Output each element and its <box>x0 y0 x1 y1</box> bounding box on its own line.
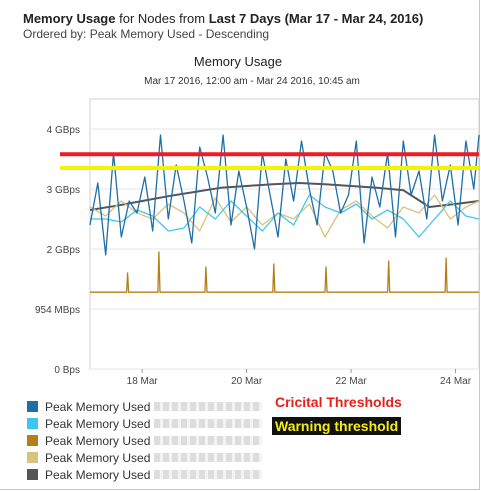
legend-label: Peak Memory Used <box>45 450 151 465</box>
legend-label: Peak Memory Used <box>45 433 151 448</box>
title-for: for Nodes from <box>119 11 206 26</box>
chart-subtitle: Mar 17 2016, 12:00 am - Mar 24 2016, 10:… <box>144 76 360 87</box>
series-line-0 <box>89 134 480 256</box>
y-tick-label: 0 Bps <box>54 365 80 376</box>
warning-threshold-annotation: Warning threshold <box>272 417 402 435</box>
redacted-node-name <box>154 402 263 411</box>
legend-swatch <box>27 452 38 463</box>
x-tick-label: 22 Mar <box>336 376 368 387</box>
x-tick-label: 18 Mar <box>127 376 159 387</box>
ordered-by: Ordered by: Peak Memory Used - Descendin… <box>23 27 270 41</box>
y-tick-label: 954 MBps <box>35 305 80 316</box>
legend: Peak Memory Used Peak Memory Used Peak Mem… <box>27 398 263 483</box>
legend-item[interactable]: Peak Memory Used <box>27 398 263 415</box>
redacted-node-name <box>154 436 263 445</box>
legend-item[interactable]: Peak Memory Used <box>27 415 263 432</box>
x-tick-label: 20 Mar <box>231 376 263 387</box>
redacted-node-name <box>154 419 263 428</box>
redacted-node-name <box>154 453 263 462</box>
series-line-3 <box>89 194 480 238</box>
legend-swatch <box>27 401 38 412</box>
report-header: Memory Usage for Nodes from Last 7 Days … <box>23 11 423 41</box>
series-line-1 <box>90 194 480 238</box>
title-metric: Memory Usage <box>23 11 116 26</box>
legend-item[interactable]: Peak Memory Used <box>27 449 263 466</box>
legend-label: Peak Memory Used <box>45 416 151 431</box>
plot-area <box>89 98 480 370</box>
y-tick-label: 4 GBps <box>47 125 80 136</box>
legend-item[interactable]: Peak Memory Used <box>27 432 263 449</box>
legend-swatch <box>27 435 38 446</box>
title-range: Last 7 Days (Mar 17 - Mar 24, 2016) <box>208 11 424 26</box>
legend-item[interactable]: Peak Memory Used <box>27 466 263 483</box>
legend-label: Peak Memory Used <box>45 467 151 482</box>
x-tick-label: 24 Mar <box>440 376 472 387</box>
report-title: Memory Usage for Nodes from Last 7 Days … <box>23 11 423 26</box>
legend-swatch <box>27 418 38 429</box>
critical-threshold-annotation: Cricital Thresholds <box>272 393 405 411</box>
legend-label: Peak Memory Used <box>45 399 151 414</box>
redacted-node-name <box>154 470 263 479</box>
legend-swatch <box>27 469 38 480</box>
y-tick-label: 3 GBps <box>47 185 80 196</box>
chart-title: Memory Usage <box>194 54 282 69</box>
series-line-2 <box>90 251 479 293</box>
y-tick-label: 2 GBps <box>47 245 80 256</box>
